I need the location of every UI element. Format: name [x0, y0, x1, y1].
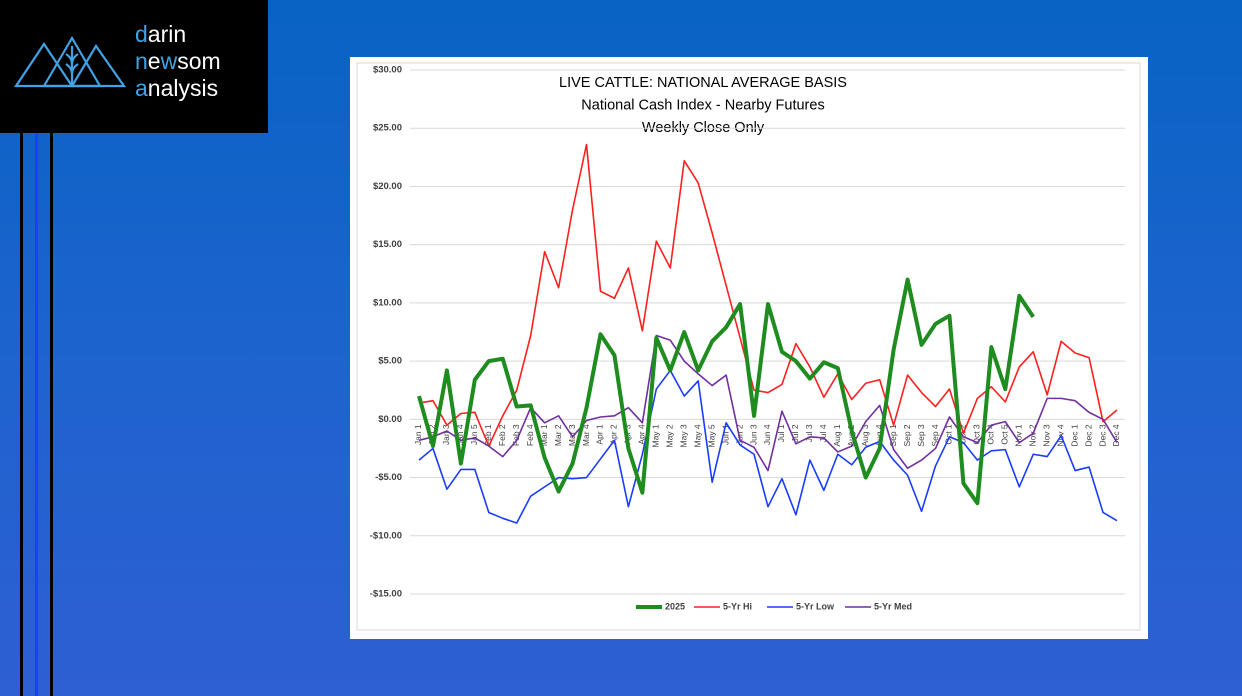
x-tick-label: Nov 4: [1055, 424, 1065, 446]
decor-line: [35, 133, 38, 696]
x-tick-label: Mar 1: [539, 424, 549, 446]
logo-text-part: d: [135, 21, 148, 47]
chart-frame: LIVE CATTLE: NATIONAL AVERAGE BASIS Natio…: [350, 57, 1148, 644]
x-tick-label: Jul 1: [776, 424, 786, 442]
x-tick-label: May 5: [706, 424, 716, 447]
chart-background: [350, 57, 1148, 639]
x-tick-label: Feb 4: [525, 424, 535, 446]
x-tick-label: Jan 2: [427, 424, 437, 445]
x-tick-label: Sep 3: [916, 424, 926, 446]
x-tick-label: Feb 2: [497, 424, 507, 446]
y-tick-label: $30.00: [373, 65, 402, 76]
x-tick-label: Aug 1: [832, 424, 842, 446]
legend-label: 5-Yr Hi: [723, 601, 752, 611]
y-tick-label: -$10.00: [370, 530, 402, 541]
x-tick-label: May 2: [665, 424, 675, 447]
x-tick-label: Apr 4: [637, 424, 647, 445]
chart: LIVE CATTLE: NATIONAL AVERAGE BASIS Natio…: [350, 57, 1148, 639]
x-tick-label: May 4: [692, 424, 702, 447]
y-tick-label: $15.00: [373, 239, 402, 250]
logo-graphic: darin newsom analysis: [13, 21, 221, 101]
x-tick-label: Mar 2: [553, 424, 563, 446]
x-tick-label: Jan 5: [469, 424, 479, 445]
x-tick-label: Dec 2: [1083, 424, 1093, 446]
logo-text: darin newsom analysis: [135, 21, 221, 101]
x-tick-label: Sep 2: [902, 424, 912, 446]
legend-label: 2025: [665, 601, 685, 611]
y-tick-label: -$15.00: [370, 589, 402, 600]
y-tick-label: $20.00: [373, 181, 402, 192]
logo: darin newsom analysis: [0, 0, 268, 133]
logo-text-part: a: [135, 75, 148, 101]
x-tick-label: Oct 1: [944, 424, 954, 445]
x-tick-label: Jan 3: [441, 424, 451, 445]
x-tick-label: Nov 3: [1041, 424, 1051, 446]
y-tick-label: $10.00: [373, 297, 402, 308]
logo-text-part: som: [177, 48, 220, 74]
series-line: [418, 334, 1118, 472]
logo-text-part: n: [135, 48, 148, 74]
x-tick-label: Mar 4: [581, 424, 591, 446]
x-tick-label: Jun 1: [720, 424, 730, 445]
x-tick-label: Sep 4: [930, 424, 940, 446]
x-tick-label: May 1: [651, 424, 661, 447]
x-tick-label: Sep 1: [888, 424, 898, 446]
x-tick-label: Jul 4: [818, 424, 828, 442]
logo-text-part: e: [148, 48, 161, 74]
series-line: [417, 277, 1035, 506]
x-tick-label: Apr 1: [595, 424, 605, 445]
x-tick-label: Jul 2: [790, 424, 800, 442]
plot-border: [356, 62, 1141, 631]
legend-label: 5-Yr Med: [874, 601, 912, 611]
logo-icon: [13, 35, 127, 88]
logo-text-part: nalysis: [148, 75, 218, 101]
chart-title: National Cash Index - Nearby Futures: [581, 97, 824, 113]
x-tick-label: Jul 3: [804, 424, 814, 442]
x-tick-label: May 3: [678, 424, 688, 447]
x-tick-label: Jun 3: [748, 424, 758, 445]
x-tick-label: Feb 3: [511, 424, 521, 446]
x-tick-label: Oct 5: [1000, 424, 1010, 445]
x-tick-label: Jan 1: [413, 424, 423, 445]
legend-label: 5-Yr Low: [796, 601, 835, 611]
y-tick-label: $25.00: [373, 123, 402, 134]
chart-title: LIVE CATTLE: NATIONAL AVERAGE BASIS: [559, 75, 847, 91]
decor-line: [50, 133, 53, 696]
x-tick-label: Oct 4: [986, 424, 996, 445]
x-tick-label: Nov 1: [1014, 424, 1024, 446]
x-tick-label: Dec 1: [1069, 424, 1079, 446]
y-tick-label: $5.00: [378, 356, 402, 367]
y-tick-label: -$5.00: [375, 472, 402, 483]
x-tick-label: Aug 4: [874, 424, 884, 446]
x-tick-label: Nov 2: [1027, 424, 1037, 446]
logo-text-part: w: [160, 48, 178, 74]
series-line: [418, 369, 1118, 524]
logo-text-part: arin: [148, 21, 186, 47]
x-tick-label: Aug 3: [860, 424, 870, 446]
x-tick-label: Jan 4: [455, 424, 465, 445]
x-tick-label: Dec 3: [1097, 424, 1107, 446]
x-tick-label: Apr 2: [609, 424, 619, 445]
x-tick-label: Jun 4: [762, 424, 772, 445]
y-tick-label: $0.00: [378, 414, 402, 425]
x-tick-label: Oct 3: [972, 424, 982, 445]
x-tick-label: Feb 1: [483, 424, 493, 446]
decor-line: [20, 133, 23, 696]
series-line: [418, 143, 1118, 447]
x-tick-label: Dec 4: [1111, 424, 1121, 446]
